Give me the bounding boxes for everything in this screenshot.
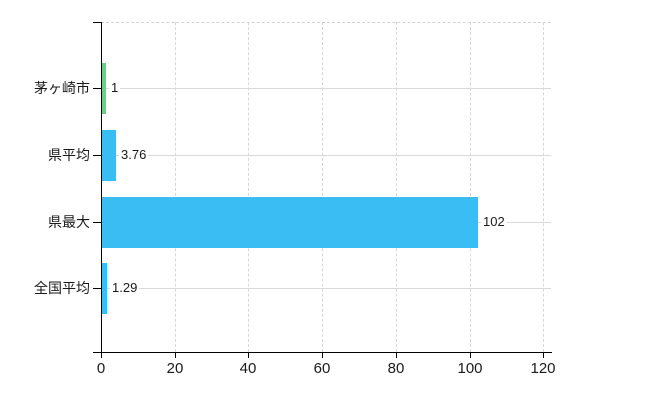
x-tick-label: 20 bbox=[166, 360, 184, 377]
x-tick-label: 60 bbox=[313, 360, 331, 377]
x-axis-tick bbox=[248, 352, 249, 358]
bar-県最大[interactable] bbox=[102, 196, 478, 248]
y-axis-line bbox=[101, 22, 102, 358]
x-tick-label: 40 bbox=[239, 360, 257, 377]
x-axis-tick bbox=[322, 352, 323, 358]
bar-value-label: 1.29 bbox=[110, 280, 140, 296]
x-tick-label: 100 bbox=[457, 360, 483, 377]
x-axis-tick bbox=[543, 352, 544, 358]
bar-value-label: 102 bbox=[481, 214, 507, 230]
y-gridline bbox=[101, 88, 551, 89]
x-gridline bbox=[248, 22, 249, 352]
y-axis-tick bbox=[93, 88, 101, 89]
x-axis-tick bbox=[101, 352, 102, 358]
y-axis-tick bbox=[93, 22, 101, 23]
bar-value-label: 3.76 bbox=[119, 147, 149, 163]
bar-value-label: 1 bbox=[109, 80, 121, 96]
x-tick-label: 80 bbox=[387, 360, 405, 377]
x-gridline bbox=[396, 22, 397, 352]
x-gridline bbox=[470, 22, 471, 352]
bar-県平均[interactable] bbox=[102, 129, 116, 181]
category-label: 県平均 bbox=[48, 147, 90, 163]
category-label: 全国平均 bbox=[34, 280, 90, 296]
y-axis-tick bbox=[93, 155, 101, 156]
x-axis-tick bbox=[175, 352, 176, 358]
bar-全国平均[interactable] bbox=[102, 262, 107, 314]
category-label: 県最大 bbox=[48, 214, 90, 230]
x-axis-tick bbox=[396, 352, 397, 358]
x-axis-tick bbox=[470, 352, 471, 358]
x-tick-label: 120 bbox=[530, 360, 556, 377]
y-axis-tick bbox=[93, 222, 101, 223]
x-tick-label: 0 bbox=[96, 360, 106, 377]
y-axis-tick bbox=[93, 288, 101, 289]
x-gridline bbox=[175, 22, 176, 352]
plot-top-border bbox=[101, 22, 551, 23]
category-label: 茅ヶ崎市 bbox=[34, 80, 90, 96]
bar-茅ヶ崎市[interactable] bbox=[102, 62, 106, 114]
x-gridline bbox=[543, 22, 544, 352]
y-gridline bbox=[101, 288, 551, 289]
x-gridline bbox=[322, 22, 323, 352]
y-gridline bbox=[101, 155, 551, 156]
